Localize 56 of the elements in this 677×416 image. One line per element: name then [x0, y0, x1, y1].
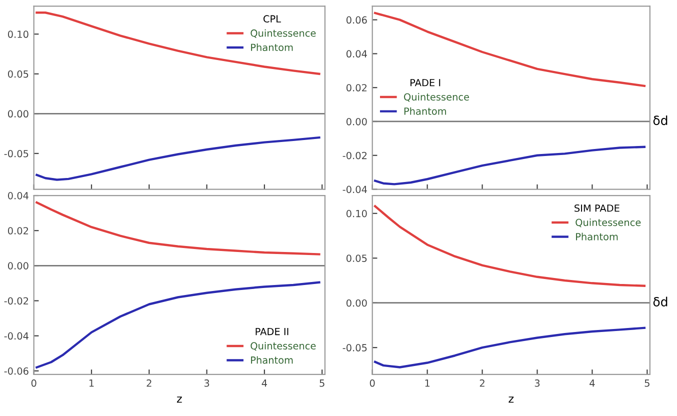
line-series: [374, 146, 646, 186]
y-tick-label: 0.06: [346, 16, 367, 24]
x-tick-label: 0: [31, 379, 36, 387]
x-tick-label: 0: [370, 379, 375, 387]
legend-label: Phantom: [404, 107, 446, 115]
legend-label: Quintessence: [250, 342, 316, 351]
y-tick-label: 0.05: [8, 70, 28, 78]
x-tick-label: 2: [480, 379, 484, 387]
x-tick-label: 3: [204, 379, 210, 387]
y-tick-label: -0.05: [342, 344, 367, 352]
y-tick-label: 0.10: [346, 210, 367, 218]
y-tick-label: 0.02: [8, 227, 28, 234]
y-tick-label: -0.02: [4, 297, 28, 305]
y-tick-label: -0.04: [342, 186, 367, 194]
x-tick-label: 5: [644, 380, 650, 387]
legend-label: Phantom: [576, 232, 618, 240]
legend-title: PADE I: [410, 79, 440, 86]
line-series: [374, 326, 646, 368]
x-tick-label: 1: [89, 380, 94, 387]
line-series: [36, 136, 320, 181]
x-tick-label: 5: [320, 380, 324, 387]
y-tick-label: -0.02: [342, 152, 367, 160]
y-axis-title: δd: [653, 296, 668, 306]
legend-label: Quintessence: [576, 218, 641, 228]
line-series: [36, 11, 320, 75]
x-tick-label: 4: [590, 380, 595, 387]
x-tick-label: 4: [262, 380, 267, 387]
legend-title: CPL: [264, 15, 281, 23]
x-tick-label: 3: [534, 379, 540, 387]
y-tick-label: 0.05: [346, 254, 367, 262]
line-series: [36, 281, 320, 368]
line-series: [374, 205, 646, 287]
legend-label: Quintessence: [250, 29, 316, 38]
x-axis-title: z: [176, 396, 182, 403]
y-tick-label: -0.04: [4, 332, 28, 340]
legend-label: Quintessence: [404, 93, 470, 102]
y-tick-label: -0.06: [4, 367, 28, 375]
y-tick-label: 0.04: [346, 50, 367, 58]
legend-label: Phantom: [251, 356, 293, 364]
y-tick-label: -0.05: [4, 150, 28, 158]
line-series: [36, 201, 320, 256]
legend-title: SIM PADE: [574, 204, 620, 212]
y-tick-label: 0.04: [8, 192, 28, 200]
x-tick-label: 2: [146, 379, 152, 387]
y-tick-label: 0.00: [346, 299, 367, 307]
y-tick-label: 0.10: [8, 30, 28, 38]
line-series: [374, 12, 646, 88]
y-tick-label: 0.00: [8, 262, 28, 270]
y-tick-label: 0.00: [346, 118, 367, 126]
x-tick-label: 1: [425, 380, 430, 387]
y-axis-title: δd: [653, 115, 668, 126]
x-axis-title: z: [508, 396, 514, 403]
legend-title: PADE II: [256, 328, 288, 336]
legend-label: Phantom: [251, 44, 293, 52]
y-tick-label: 0.02: [346, 84, 367, 92]
y-tick-label: 0.00: [8, 110, 28, 118]
